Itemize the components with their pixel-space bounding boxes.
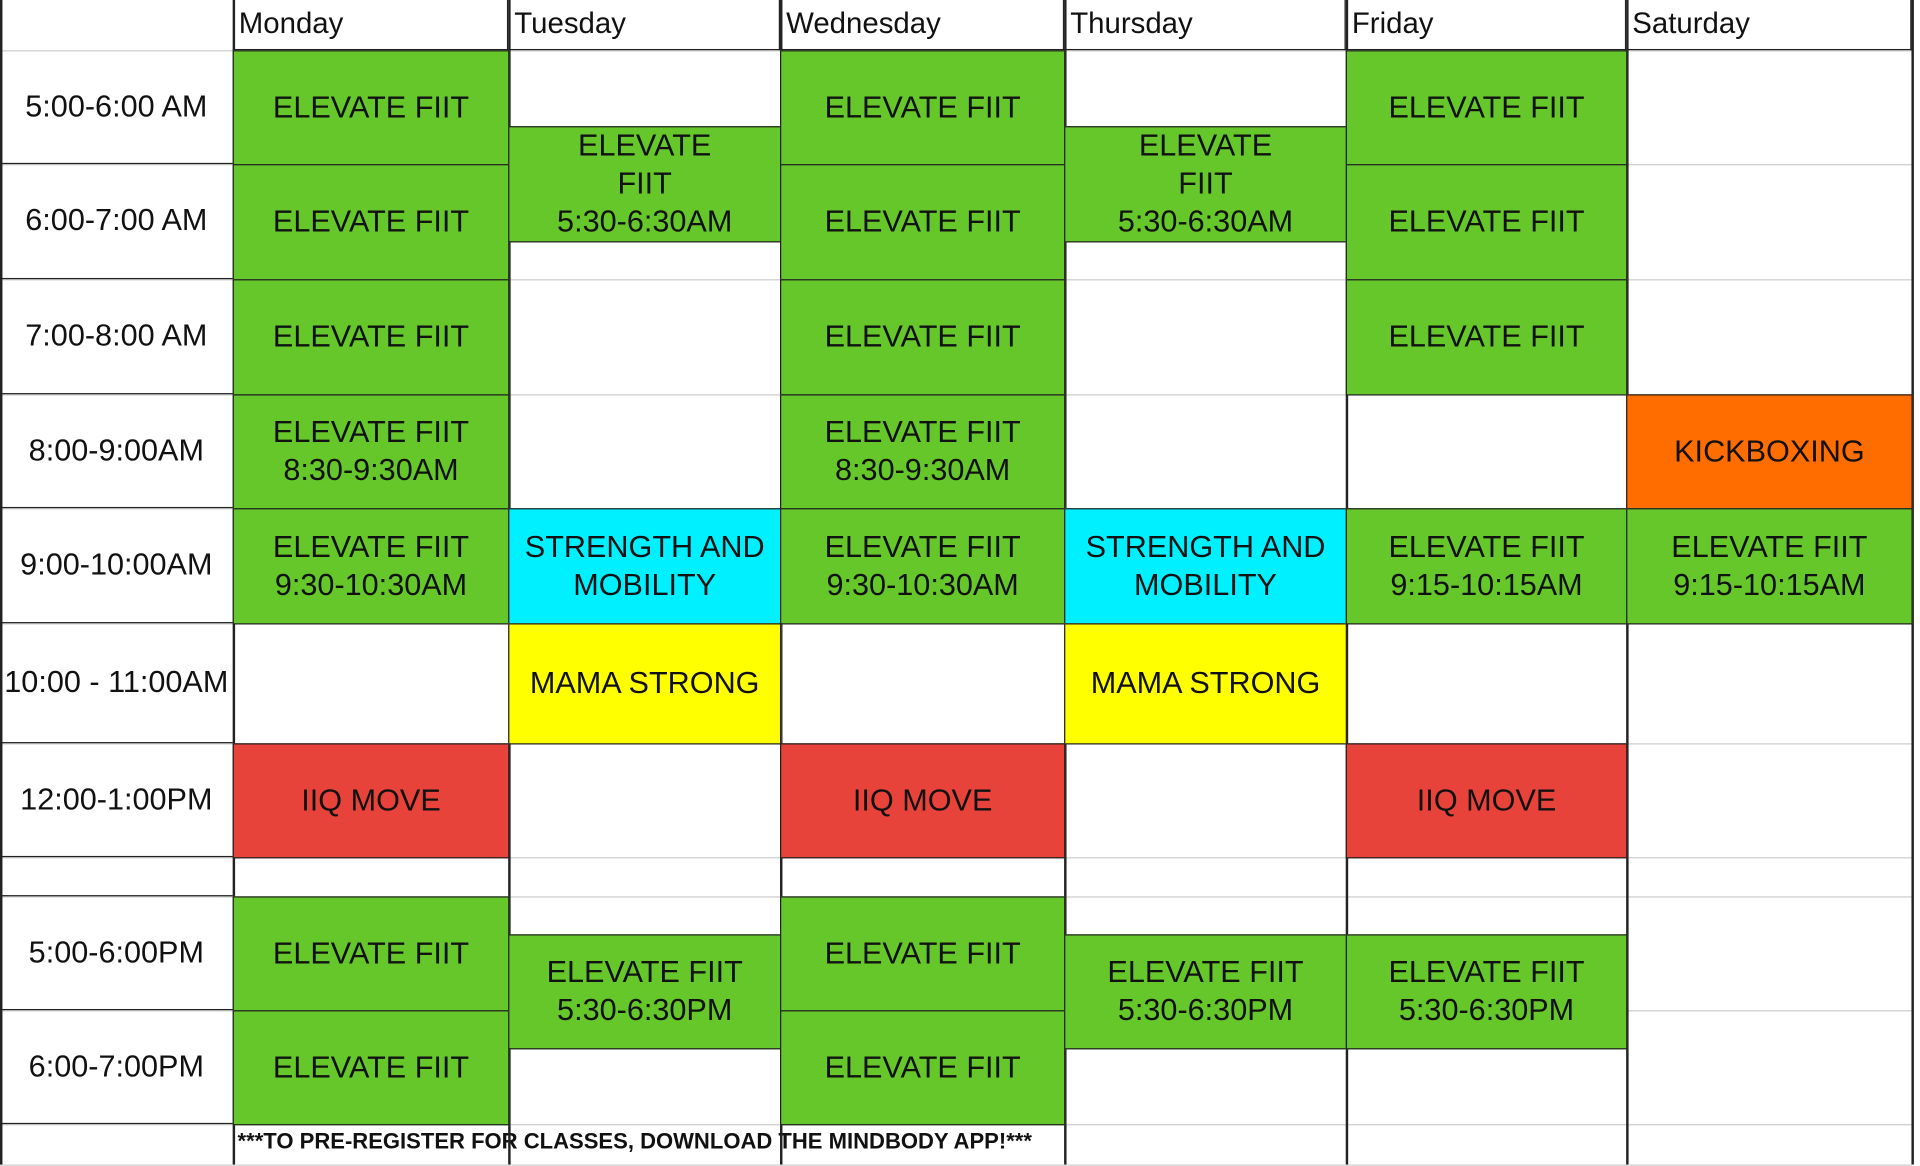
class-block: ELEVATE FIIT 5:30-6:30AM — [508, 126, 782, 243]
header-saturday: Saturday — [1626, 0, 1912, 51]
header-monday: Monday — [232, 0, 509, 51]
class-block: ELEVATE FIIT — [232, 896, 510, 1012]
class-block: ELEVATE FIIT 5:30-6:30AM — [1064, 126, 1347, 243]
class-block: ELEVATE FIIT — [780, 896, 1066, 1012]
time-slot: 5:00-6:00 AM — [0, 50, 233, 165]
class-block: ELEVATE FIIT — [780, 279, 1066, 396]
class-block: KICKBOXING — [1626, 394, 1913, 510]
header-tuesday: Tuesday — [508, 0, 781, 51]
time-slot — [0, 857, 233, 897]
time-slot: 5:00-6:00PM — [0, 896, 233, 1011]
class-block: ELEVATE FIIT — [780, 50, 1066, 166]
class-block: STRENGTH AND MOBILITY — [1064, 508, 1347, 625]
time-slot: 7:00-8:00 AM — [0, 279, 233, 395]
class-block: IIQ MOVE — [232, 743, 510, 859]
class-block: ELEVATE FIIT — [232, 1010, 510, 1126]
class-block: ELEVATE FIIT 8:30-9:30AM — [232, 394, 510, 510]
header-thursday: Thursday — [1064, 0, 1346, 51]
time-slot: 9:00-10:00AM — [0, 508, 233, 624]
header-friday: Friday — [1345, 0, 1627, 51]
time-slot: 6:00-7:00 AM — [0, 164, 233, 280]
class-block: ELEVATE FIIT 9:30-10:30AM — [232, 508, 510, 625]
class-block: ELEVATE FIIT — [1345, 279, 1628, 396]
class-block: ELEVATE FIIT — [232, 50, 510, 166]
class-block: MAMA STRONG — [1064, 623, 1347, 745]
class-block: IIQ MOVE — [780, 743, 1066, 859]
time-slot: 12:00-1:00PM — [0, 743, 233, 858]
class-block: ELEVATE FIIT — [232, 164, 510, 281]
class-block: ELEVATE FIIT — [1345, 164, 1628, 281]
class-block: ELEVATE FIIT — [232, 279, 510, 396]
class-block: ELEVATE FIIT 8:30-9:30AM — [780, 394, 1066, 510]
class-block: STRENGTH AND MOBILITY — [508, 508, 782, 625]
class-block: ELEVATE FIIT 5:30-6:30PM — [1345, 934, 1628, 1050]
header-wednesday: Wednesday — [780, 0, 1065, 51]
class-block: ELEVATE FIIT — [780, 164, 1066, 281]
class-block: ELEVATE FIIT 5:30-6:30PM — [508, 934, 782, 1050]
class-block: IIQ MOVE — [1345, 743, 1628, 859]
class-block: ELEVATE FIIT 5:30-6:30PM — [1064, 934, 1347, 1050]
class-block: MAMA STRONG — [508, 623, 782, 745]
class-block: ELEVATE FIIT 9:30-10:30AM — [780, 508, 1066, 625]
class-block: ELEVATE FIIT 9:15-10:15AM — [1345, 508, 1628, 625]
class-block: ELEVATE FIIT — [1345, 50, 1628, 166]
time-slot: 10:00 - 11:00AM — [0, 623, 233, 744]
footer-note: ***TO PRE-REGISTER FOR CLASSES, DOWNLOAD… — [237, 1128, 1032, 1154]
class-block: ELEVATE FIIT 9:15-10:15AM — [1626, 508, 1913, 625]
column-divider — [0, 0, 2, 1165]
time-slot: 6:00-7:00PM — [0, 1010, 233, 1125]
time-slot: 8:00-9:00AM — [0, 394, 233, 509]
class-block: ELEVATE FIIT — [780, 1010, 1066, 1126]
